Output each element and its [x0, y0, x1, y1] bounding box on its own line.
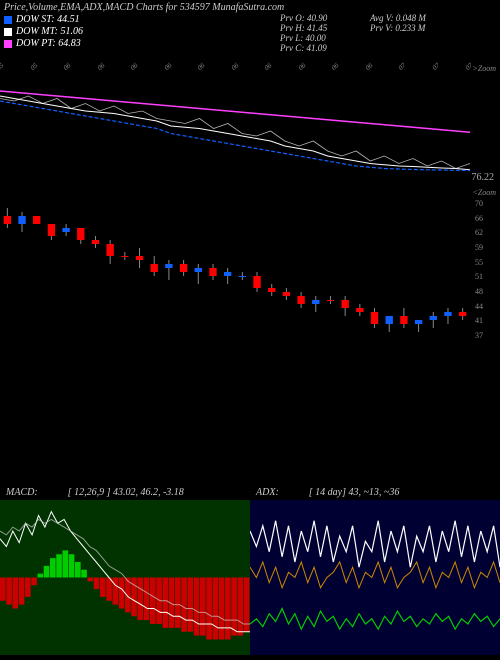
price-callout: 76.22: [472, 172, 495, 183]
adx-panel: ADX: [ 14 day] 43, ~13, ~36: [250, 485, 500, 660]
ohlc-o-label: Prv O:: [280, 13, 305, 23]
avg-label: Avg V:: [370, 13, 394, 23]
date-tick: 06: [296, 65, 302, 72]
macd-label: MACD:: [6, 487, 38, 498]
ohlc-l-label: Prv L:: [280, 33, 303, 43]
ytick: 41: [475, 317, 500, 325]
ytick: 55: [475, 259, 500, 267]
date-tick: 07: [430, 65, 436, 72]
macd-panel: MACD: [ 12,26,9 ] 43.02, 46.2, -3.18: [0, 485, 250, 660]
date-tick: 06: [229, 65, 235, 72]
ohlc-h-label: Prv H:: [280, 23, 305, 33]
legend: DOW ST: 44.51 DOW MT: 51.06 DOW PT: 64.8…: [4, 14, 83, 50]
ohlc-h: 41.45: [307, 23, 327, 33]
date-tick: 06: [62, 65, 68, 72]
date-tick: 05: [0, 65, 1, 72]
date-axis: 05 05 06 06 06 06 06 06 06 06 06 06 07 07 07: [0, 64, 470, 72]
date-tick: 06: [363, 65, 369, 72]
ytick: 62: [475, 229, 500, 237]
ytick: 59: [475, 244, 500, 252]
ema-chart: [0, 86, 470, 186]
legend-label-mt: DOW MT:: [16, 26, 58, 37]
ema-panel: [0, 86, 470, 186]
ohlc-o: 40.90: [307, 13, 327, 23]
ohlc-c-label: Prv C:: [280, 43, 304, 53]
ohlc-c: 41.09: [307, 43, 327, 53]
candle-chart: [0, 200, 470, 340]
legend-value-st: 44.51: [57, 14, 80, 25]
legend-row-pt: DOW PT: 64.83: [4, 38, 83, 49]
date-tick: 06: [129, 65, 135, 72]
legend-value-mt: 51.06: [60, 26, 83, 37]
date-tick: 06: [162, 65, 168, 72]
macd-params: [ 12,26,9 ] 43.02, 46.2, -3.18: [68, 487, 184, 498]
ytick: 48: [475, 288, 500, 296]
legend-row-mt: DOW MT: 51.06: [4, 26, 83, 37]
zoom-in-label[interactable]: >Zoom: [472, 64, 496, 73]
prv-label: Prv V:: [370, 23, 393, 33]
candle-panel: [0, 200, 470, 340]
swatch-mt: [4, 28, 12, 36]
macd-chart: [0, 500, 250, 655]
date-tick: 07: [397, 65, 403, 72]
legend-row-st: DOW ST: 44.51: [4, 14, 83, 25]
legend-label-st: DOW ST:: [16, 14, 55, 25]
ytick: 70: [475, 200, 500, 208]
avg-block: Avg V: 0.048 M Prv V: 0.233 M: [370, 14, 426, 34]
ytick: 44: [475, 303, 500, 311]
swatch-st: [4, 16, 12, 24]
legend-value-pt: 64.83: [58, 38, 81, 49]
date-tick: 07: [464, 65, 470, 72]
ohlc-l: 40.00: [306, 33, 326, 43]
prv-value: 0.233 M: [395, 23, 425, 33]
avg-value: 0.048 M: [396, 13, 426, 23]
zoom-out-label[interactable]: <Zoom: [472, 188, 496, 197]
sub-panels: MACD: [ 12,26,9 ] 43.02, 46.2, -3.18 ADX…: [0, 485, 500, 660]
date-tick: 05: [28, 65, 34, 72]
date-tick: 06: [95, 65, 101, 72]
ytick: 37: [475, 332, 500, 340]
date-tick: 06: [330, 65, 336, 72]
date-tick: 06: [263, 65, 269, 72]
date-tick: 06: [196, 65, 202, 72]
adx-params: [ 14 day] 43, ~13, ~36: [309, 487, 400, 498]
ohlc-block: Prv O: 40.90 Prv H: 41.45 Prv L: 40.00 P…: [280, 14, 327, 54]
adx-chart: [250, 500, 500, 655]
legend-label-pt: DOW PT:: [16, 38, 56, 49]
ytick: 66: [475, 215, 500, 223]
candle-yaxis: 70 66 62 59 55 51 48 44 41 37: [475, 200, 500, 340]
swatch-pt: [4, 40, 12, 48]
ytick: 51: [475, 273, 500, 281]
adx-label: ADX:: [256, 487, 279, 498]
